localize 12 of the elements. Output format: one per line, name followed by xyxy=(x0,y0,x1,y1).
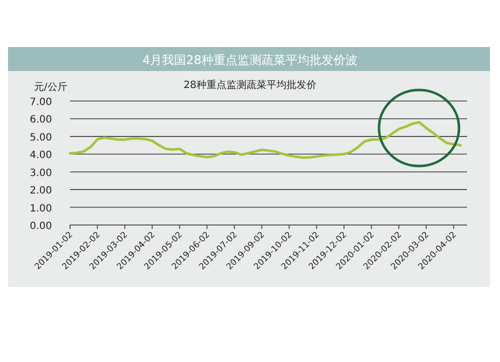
y-tick-label: 6.00 xyxy=(30,114,52,126)
y-tick-label: 0.00 xyxy=(30,221,52,232)
y-tick-label: 4.00 xyxy=(30,150,52,162)
y-tick-label: 7.00 xyxy=(30,97,52,108)
chart-title: 4月我国28种重点监测蔬菜平均批发价波 xyxy=(142,53,358,67)
y-tick-label: 2.00 xyxy=(30,186,52,197)
y-axis-title: 元/公斤 xyxy=(34,81,68,93)
y-tick-label: 3.00 xyxy=(30,168,52,179)
y-tick-label: 5.00 xyxy=(30,132,52,144)
y-tick-label: 1.00 xyxy=(30,203,52,214)
line-series xyxy=(68,121,462,159)
chart-subtitle: 28种重点监测蔬菜平均批发价 xyxy=(184,79,316,91)
